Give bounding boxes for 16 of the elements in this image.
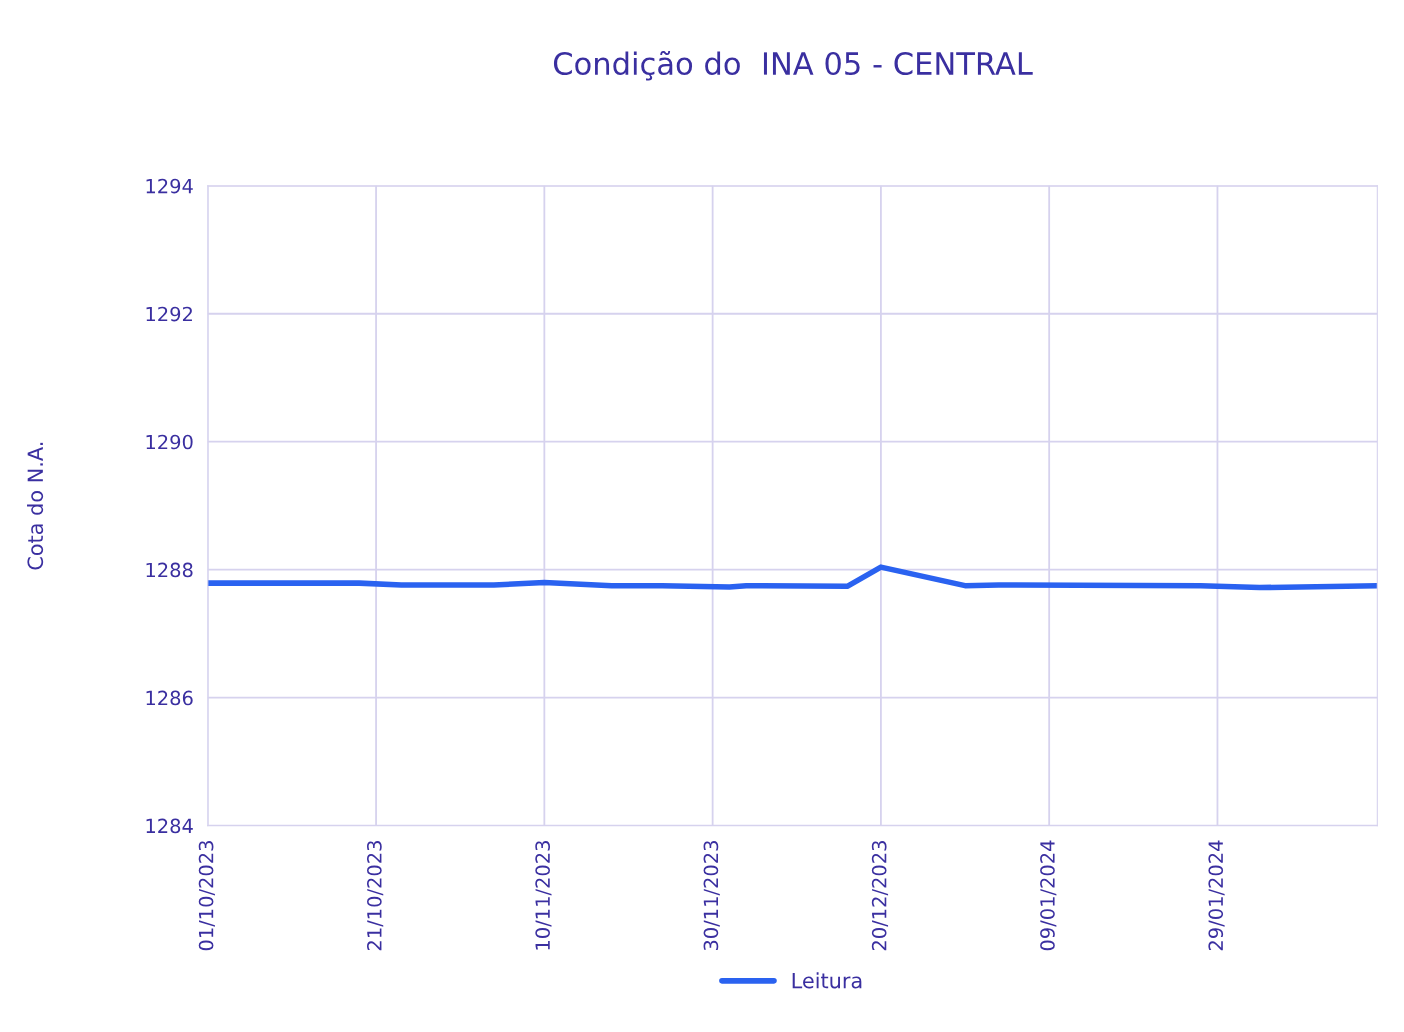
x-tick-label: 10/11/2023 [535, 841, 552, 950]
x-tick-label: 30/11/2023 [703, 841, 720, 951]
x-tick-label: 29/01/2024 [1208, 840, 1225, 951]
y-tick-label: 1284 [146, 818, 193, 834]
y-tick-label: 1292 [146, 306, 192, 322]
x-tick-label: 09/01/2024 [1040, 840, 1057, 951]
y-tick-label: 1288 [146, 562, 193, 578]
chart-title: Condição do INA 05 - CENTRAL [553, 50, 1033, 81]
y-axis-title: Cota do N.A. [27, 442, 44, 570]
y-tick-label: 1286 [146, 690, 193, 706]
x-tick-label: 01/10/2023 [198, 841, 215, 951]
y-tick-label: 1290 [146, 434, 193, 450]
x-tick-label: 21/10/2023 [367, 841, 384, 951]
legend-label: Leitura [792, 972, 862, 989]
y-tick-label: 1294 [146, 178, 193, 194]
x-tick-label: 20/12/2023 [871, 841, 889, 951]
